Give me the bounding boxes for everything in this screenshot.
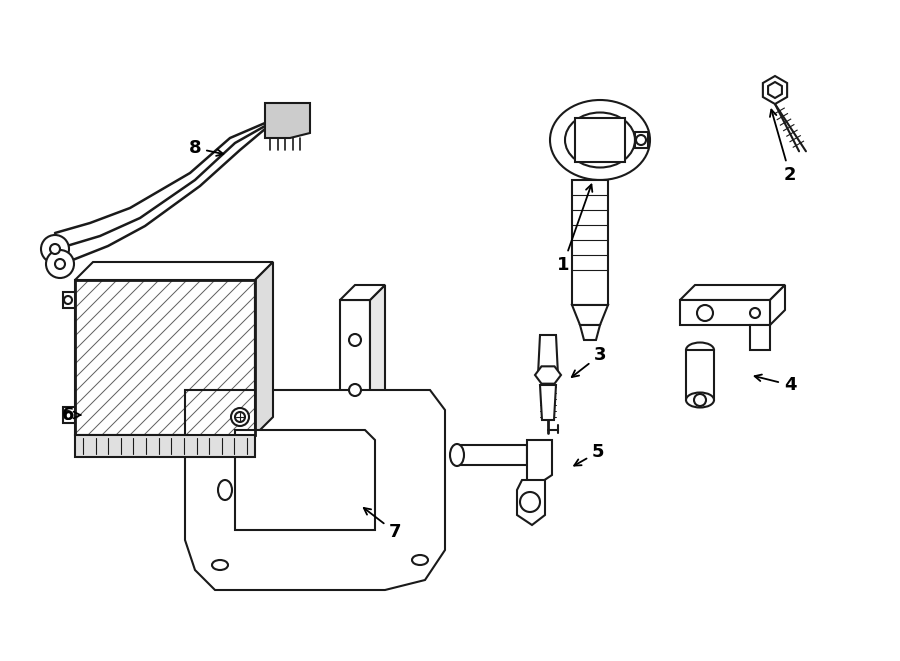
Polygon shape: [517, 480, 545, 525]
Ellipse shape: [686, 342, 714, 358]
Text: 4: 4: [755, 375, 796, 394]
Ellipse shape: [686, 393, 714, 407]
Circle shape: [64, 296, 72, 304]
Circle shape: [46, 250, 74, 278]
Text: 3: 3: [572, 346, 607, 377]
Ellipse shape: [565, 112, 635, 167]
Polygon shape: [635, 132, 648, 148]
Circle shape: [750, 308, 760, 318]
Polygon shape: [320, 430, 370, 460]
Circle shape: [349, 384, 361, 396]
Text: 5: 5: [574, 443, 604, 465]
Polygon shape: [63, 407, 75, 423]
Circle shape: [636, 135, 646, 145]
Polygon shape: [680, 285, 785, 300]
Polygon shape: [680, 300, 770, 325]
Polygon shape: [340, 285, 385, 300]
Polygon shape: [185, 390, 445, 590]
Polygon shape: [538, 335, 558, 375]
Circle shape: [41, 235, 69, 263]
Polygon shape: [575, 118, 625, 162]
Ellipse shape: [218, 480, 232, 500]
Polygon shape: [686, 350, 714, 400]
Polygon shape: [540, 385, 556, 420]
Polygon shape: [75, 262, 273, 280]
Polygon shape: [265, 103, 310, 138]
Polygon shape: [763, 76, 788, 104]
Polygon shape: [527, 440, 552, 485]
Polygon shape: [255, 262, 273, 435]
Ellipse shape: [550, 100, 650, 180]
Ellipse shape: [212, 560, 228, 570]
Circle shape: [64, 411, 72, 419]
Polygon shape: [535, 366, 561, 383]
Bar: [75, 280, 255, 435]
Polygon shape: [572, 180, 608, 305]
Polygon shape: [580, 325, 600, 340]
Text: 7: 7: [364, 508, 401, 541]
Circle shape: [235, 412, 245, 422]
Ellipse shape: [450, 444, 464, 466]
Circle shape: [520, 492, 540, 512]
Polygon shape: [63, 292, 75, 308]
Polygon shape: [572, 305, 608, 325]
Polygon shape: [750, 325, 770, 350]
Circle shape: [697, 305, 713, 321]
Text: 6: 6: [62, 406, 80, 424]
Polygon shape: [457, 445, 527, 465]
Polygon shape: [75, 435, 255, 457]
Polygon shape: [340, 300, 370, 460]
Text: 8: 8: [189, 139, 223, 157]
Text: 1: 1: [557, 184, 592, 274]
Polygon shape: [75, 280, 255, 435]
Circle shape: [55, 259, 65, 269]
Ellipse shape: [412, 555, 428, 565]
Circle shape: [349, 334, 361, 346]
Polygon shape: [768, 82, 782, 98]
Circle shape: [50, 244, 60, 254]
Polygon shape: [370, 285, 385, 460]
Circle shape: [231, 408, 249, 426]
Polygon shape: [235, 430, 375, 530]
Polygon shape: [770, 285, 785, 325]
Text: 2: 2: [770, 110, 796, 184]
Circle shape: [694, 394, 706, 406]
